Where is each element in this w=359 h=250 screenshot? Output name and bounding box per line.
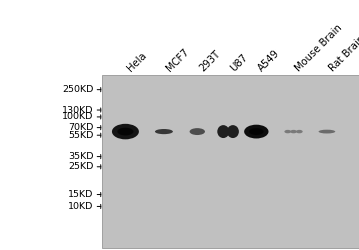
Text: 15KD: 15KD (68, 190, 93, 199)
Ellipse shape (227, 125, 239, 138)
Text: 250KD: 250KD (62, 85, 93, 94)
Ellipse shape (217, 125, 229, 138)
Ellipse shape (296, 130, 303, 133)
Text: Rat Brain: Rat Brain (327, 34, 359, 74)
Ellipse shape (290, 130, 297, 133)
Text: 70KD: 70KD (68, 123, 93, 132)
Ellipse shape (112, 124, 139, 139)
Ellipse shape (249, 128, 264, 135)
Text: 293T: 293T (197, 49, 222, 74)
Ellipse shape (155, 129, 173, 134)
Text: Mouse Brain: Mouse Brain (294, 23, 344, 74)
Text: 55KD: 55KD (68, 131, 93, 140)
Ellipse shape (318, 130, 335, 134)
Text: 10KD: 10KD (68, 202, 93, 211)
Ellipse shape (190, 128, 205, 135)
Text: 35KD: 35KD (68, 152, 93, 161)
Text: 25KD: 25KD (68, 162, 93, 171)
Text: MCF7: MCF7 (164, 47, 191, 74)
Text: U87: U87 (228, 52, 249, 74)
Ellipse shape (117, 128, 134, 136)
Text: A549: A549 (256, 48, 282, 74)
Ellipse shape (244, 125, 269, 138)
Text: Hela: Hela (125, 51, 149, 74)
Ellipse shape (284, 130, 291, 133)
Text: 100KD: 100KD (62, 112, 93, 122)
Text: 130KD: 130KD (62, 106, 93, 114)
Bar (102, 75, 359, 248)
